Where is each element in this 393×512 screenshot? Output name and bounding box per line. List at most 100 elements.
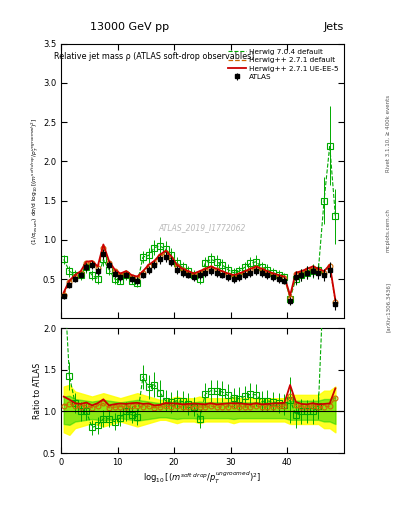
Herwig 7.0.4 default <box>180 264 185 270</box>
Herwig++ 2.7.1 default <box>220 270 224 276</box>
Herwig 7.0.4 default <box>174 260 179 266</box>
Herwig 7.0.4 default <box>152 245 157 251</box>
Herwig++ 2.7.1 UE-EE-5 <box>163 248 168 254</box>
Herwig++ 2.7.1 default <box>197 270 202 276</box>
Herwig++ 2.7.1 default <box>180 267 185 273</box>
Herwig++ 2.7.1 UE-EE-5 <box>118 270 123 276</box>
Herwig++ 2.7.1 default <box>259 267 264 273</box>
Herwig++ 2.7.1 UE-EE-5 <box>242 268 247 274</box>
Herwig++ 2.7.1 default <box>248 267 253 273</box>
Herwig++ 2.7.1 UE-EE-5 <box>276 272 281 278</box>
Herwig++ 2.7.1 default <box>61 292 66 298</box>
Herwig 7.0.4 default <box>169 252 174 259</box>
Herwig 7.0.4 default <box>282 274 287 281</box>
Herwig++ 2.7.1 UE-EE-5 <box>158 251 162 258</box>
Herwig++ 2.7.1 UE-EE-5 <box>327 262 332 268</box>
Herwig 7.0.4 default <box>220 262 224 268</box>
Herwig++ 2.7.1 UE-EE-5 <box>197 268 202 274</box>
Herwig++ 2.7.1 UE-EE-5 <box>191 270 196 276</box>
Herwig++ 2.7.1 default <box>237 272 242 278</box>
Herwig 7.0.4 default <box>90 272 94 278</box>
Herwig++ 2.7.1 UE-EE-5 <box>169 253 174 259</box>
Herwig++ 2.7.1 UE-EE-5 <box>152 258 157 264</box>
Herwig 7.0.4 default <box>186 268 191 274</box>
Herwig++ 2.7.1 UE-EE-5 <box>141 268 145 274</box>
Text: Rivet 3.1.10, ≥ 400k events: Rivet 3.1.10, ≥ 400k events <box>386 95 391 172</box>
Herwig++ 2.7.1 UE-EE-5 <box>254 263 259 269</box>
Herwig++ 2.7.1 UE-EE-5 <box>333 297 338 303</box>
Herwig 7.0.4 default <box>124 272 129 278</box>
Herwig 7.0.4 default <box>61 257 66 263</box>
Herwig++ 2.7.1 default <box>186 270 191 276</box>
Herwig++ 2.7.1 default <box>101 245 106 251</box>
Herwig++ 2.7.1 UE-EE-5 <box>90 258 94 264</box>
Herwig 7.0.4 default <box>242 264 247 270</box>
Herwig 7.0.4 default <box>288 295 292 302</box>
Herwig 7.0.4 default <box>276 272 281 278</box>
Herwig++ 2.7.1 UE-EE-5 <box>135 273 140 280</box>
Herwig++ 2.7.1 UE-EE-5 <box>226 270 230 276</box>
Herwig++ 2.7.1 UE-EE-5 <box>231 272 236 278</box>
Herwig 7.0.4 default <box>237 268 242 274</box>
Herwig++ 2.7.1 UE-EE-5 <box>248 266 253 272</box>
Herwig++ 2.7.1 default <box>141 270 145 276</box>
Herwig++ 2.7.1 default <box>78 270 83 276</box>
Herwig 7.0.4 default <box>107 267 111 273</box>
Herwig++ 2.7.1 UE-EE-5 <box>203 266 208 272</box>
Herwig++ 2.7.1 UE-EE-5 <box>299 268 304 274</box>
Herwig++ 2.7.1 default <box>129 273 134 280</box>
Herwig++ 2.7.1 UE-EE-5 <box>61 289 66 295</box>
Herwig++ 2.7.1 default <box>169 255 174 262</box>
Herwig 7.0.4 default <box>226 267 230 273</box>
Herwig++ 2.7.1 default <box>299 270 304 276</box>
Herwig++ 2.7.1 UE-EE-5 <box>316 266 321 272</box>
Herwig++ 2.7.1 UE-EE-5 <box>220 268 224 274</box>
Herwig 7.0.4 default <box>112 276 117 282</box>
Herwig 7.0.4 default <box>209 257 213 263</box>
Herwig++ 2.7.1 UE-EE-5 <box>288 292 292 298</box>
Herwig++ 2.7.1 UE-EE-5 <box>282 273 287 280</box>
Herwig 7.0.4 default <box>333 213 338 219</box>
Herwig++ 2.7.1 default <box>288 295 292 301</box>
X-axis label: $\log_{10}[(m^{soft\ drop}/p_T^{ungroomed})^2]$: $\log_{10}[(m^{soft\ drop}/p_T^{ungroome… <box>143 470 261 486</box>
Herwig 7.0.4 default <box>67 268 72 274</box>
Herwig++ 2.7.1 default <box>112 268 117 274</box>
Herwig 7.0.4 default <box>158 243 162 249</box>
Herwig++ 2.7.1 UE-EE-5 <box>84 259 89 265</box>
Herwig 7.0.4 default <box>135 280 140 286</box>
Herwig 7.0.4 default <box>101 257 106 263</box>
Legend: Herwig 7.0.4 default, Herwig++ 2.7.1 default, Herwig++ 2.7.1 UE-EE-5, ATLAS: Herwig 7.0.4 default, Herwig++ 2.7.1 def… <box>227 47 340 81</box>
Herwig++ 2.7.1 UE-EE-5 <box>67 278 72 284</box>
Herwig++ 2.7.1 UE-EE-5 <box>265 268 270 274</box>
Herwig++ 2.7.1 UE-EE-5 <box>310 263 315 269</box>
Text: Relative jet mass ρ (ATLAS soft-drop observables): Relative jet mass ρ (ATLAS soft-drop obs… <box>54 52 255 61</box>
Herwig++ 2.7.1 default <box>124 270 129 276</box>
Herwig++ 2.7.1 default <box>231 273 236 280</box>
Herwig 7.0.4 default <box>118 278 123 284</box>
Herwig 7.0.4 default <box>254 259 259 265</box>
Herwig++ 2.7.1 default <box>333 298 338 305</box>
Herwig++ 2.7.1 default <box>174 263 179 269</box>
Herwig 7.0.4 default <box>248 260 253 266</box>
Herwig++ 2.7.1 UE-EE-5 <box>322 268 327 274</box>
Herwig++ 2.7.1 default <box>67 279 72 285</box>
Herwig++ 2.7.1 default <box>242 270 247 276</box>
Herwig++ 2.7.1 default <box>276 273 281 280</box>
Herwig++ 2.7.1 UE-EE-5 <box>146 262 151 268</box>
Y-axis label: $(1/\sigma_{resum})$ d$\sigma$/d $\log_{10}[(m^{soft\ drop}/p_T^{ungroomed})^2]$: $(1/\sigma_{resum})$ d$\sigma$/d $\log_{… <box>30 117 41 245</box>
Herwig++ 2.7.1 UE-EE-5 <box>294 270 298 276</box>
Line: Herwig++ 2.7.1 default: Herwig++ 2.7.1 default <box>64 248 335 302</box>
Herwig++ 2.7.1 default <box>214 267 219 273</box>
Herwig++ 2.7.1 UE-EE-5 <box>73 272 77 278</box>
Herwig++ 2.7.1 default <box>254 265 259 271</box>
Herwig++ 2.7.1 UE-EE-5 <box>78 268 83 274</box>
Line: Herwig++ 2.7.1 UE-EE-5: Herwig++ 2.7.1 UE-EE-5 <box>64 244 335 300</box>
Herwig 7.0.4 default <box>73 272 77 278</box>
Herwig 7.0.4 default <box>310 268 315 274</box>
Herwig++ 2.7.1 default <box>322 270 327 276</box>
Herwig++ 2.7.1 default <box>84 260 89 266</box>
Herwig++ 2.7.1 default <box>73 273 77 280</box>
Herwig 7.0.4 default <box>129 278 134 284</box>
Herwig 7.0.4 default <box>322 198 327 204</box>
Herwig++ 2.7.1 UE-EE-5 <box>112 267 117 273</box>
